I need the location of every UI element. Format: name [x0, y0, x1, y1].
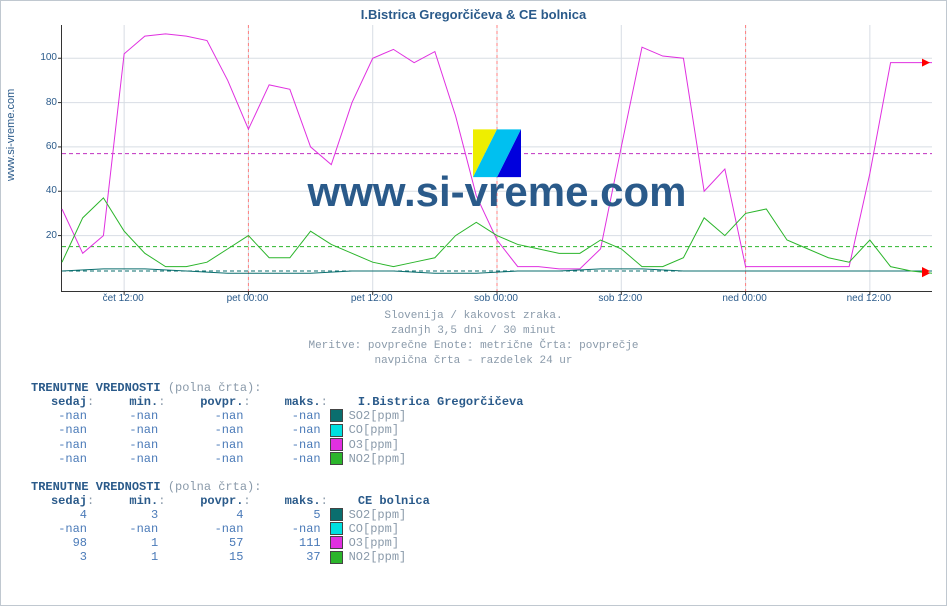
x-tick-label: ned 12:00	[847, 293, 892, 304]
table-row: 98 1 57 111O3[ppm]	[31, 536, 523, 550]
table-row: 3 1 15 37NO2[ppm]	[31, 550, 523, 564]
chart-frame: www.si-vreme.com I.Bistrica Gregorčičeva…	[0, 0, 947, 606]
table-row: -nan -nan -nan -nanNO2[ppm]	[31, 452, 523, 466]
caption: Slovenija / kakovost zraka. zadnjh 3,5 d…	[1, 309, 946, 368]
y-axis-label: www.si-vreme.com	[5, 89, 17, 181]
value-table: TRENUTNE VREDNOSTI (polna črta):sedaj:mi…	[31, 381, 523, 466]
table-row: -nan -nan -nan -nanCO[ppm]	[31, 522, 523, 536]
value-table: TRENUTNE VREDNOSTI (polna črta):sedaj:mi…	[31, 480, 523, 565]
chart-title: I.Bistrica Gregorčičeva & CE bolnica	[1, 7, 946, 22]
x-tick-label: sob 12:00	[598, 293, 642, 304]
caption-line: zadnjh 3,5 dni / 30 minut	[1, 324, 946, 339]
table-row: -nan -nan -nan -nanO3[ppm]	[31, 437, 523, 451]
y-tick-label: 80	[27, 97, 57, 108]
x-tick-label: pet 12:00	[351, 293, 393, 304]
y-tick-label: 100	[27, 52, 57, 63]
watermark-logo	[473, 129, 521, 177]
x-tick-label: ned 00:00	[722, 293, 767, 304]
table-row: -nan -nan -nan -nanCO[ppm]	[31, 423, 523, 437]
caption-line: navpična črta - razdelek 24 ur	[1, 354, 946, 369]
table-row: 4 3 4 5SO2[ppm]	[31, 508, 523, 522]
caption-line: Meritve: povprečne Enote: metrične Črta:…	[1, 339, 946, 354]
plot-area: www.si-vreme.com	[61, 25, 932, 292]
x-tick-label: sob 00:00	[474, 293, 518, 304]
value-tables: TRENUTNE VREDNOSTI (polna črta):sedaj:mi…	[31, 381, 523, 578]
table-header: sedaj:min.:povpr.:maks.:CE bolnica	[31, 494, 523, 508]
table-header: sedaj:min.:povpr.:maks.:I.Bistrica Grego…	[31, 395, 523, 409]
x-tick-label: čet 12:00	[103, 293, 144, 304]
table-title: TRENUTNE VREDNOSTI (polna črta):	[31, 480, 523, 494]
x-tick-label: pet 00:00	[227, 293, 269, 304]
y-tick-label: 20	[27, 230, 57, 241]
y-tick-label: 60	[27, 141, 57, 152]
caption-line: Slovenija / kakovost zraka.	[1, 309, 946, 324]
table-row: -nan -nan -nan -nanSO2[ppm]	[31, 409, 523, 423]
table-title: TRENUTNE VREDNOSTI (polna črta):	[31, 381, 523, 395]
y-tick-label: 40	[27, 185, 57, 196]
